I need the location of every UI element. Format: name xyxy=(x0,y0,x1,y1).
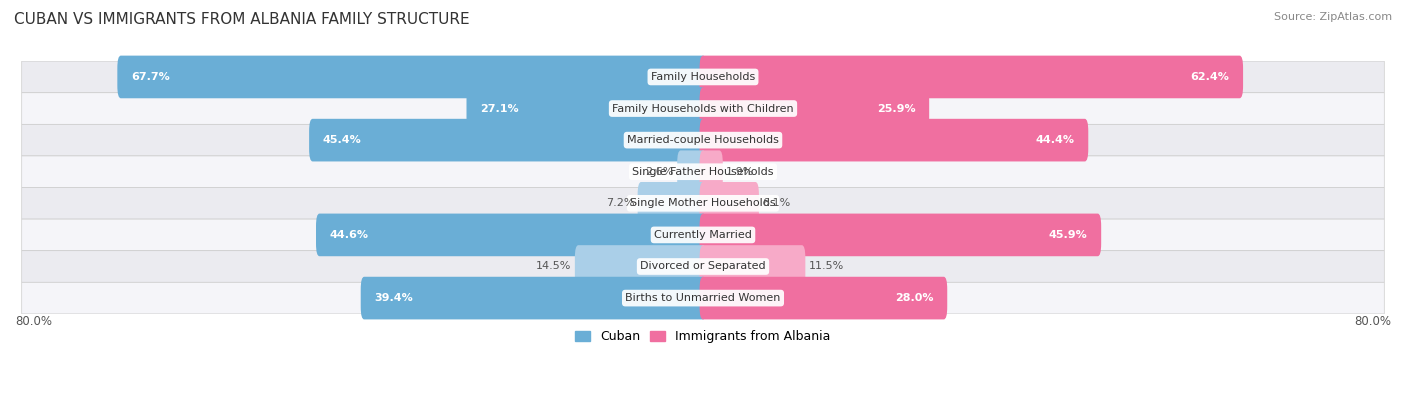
FancyBboxPatch shape xyxy=(700,87,929,130)
Text: CUBAN VS IMMIGRANTS FROM ALBANIA FAMILY STRUCTURE: CUBAN VS IMMIGRANTS FROM ALBANIA FAMILY … xyxy=(14,12,470,27)
FancyBboxPatch shape xyxy=(361,277,706,320)
FancyBboxPatch shape xyxy=(575,245,706,288)
FancyBboxPatch shape xyxy=(21,219,1385,251)
FancyBboxPatch shape xyxy=(21,282,1385,314)
FancyBboxPatch shape xyxy=(700,119,1088,162)
Text: 80.0%: 80.0% xyxy=(15,314,52,327)
FancyBboxPatch shape xyxy=(700,182,759,225)
Text: 39.4%: 39.4% xyxy=(374,293,413,303)
FancyBboxPatch shape xyxy=(309,119,706,162)
Text: 25.9%: 25.9% xyxy=(877,103,915,113)
Text: 80.0%: 80.0% xyxy=(1354,314,1391,327)
Text: Divorced or Separated: Divorced or Separated xyxy=(640,261,766,271)
FancyBboxPatch shape xyxy=(700,214,1101,256)
Text: 44.4%: 44.4% xyxy=(1036,135,1074,145)
Text: Family Households: Family Households xyxy=(651,72,755,82)
Text: 1.9%: 1.9% xyxy=(727,167,755,177)
FancyBboxPatch shape xyxy=(678,150,706,193)
Text: Family Households with Children: Family Households with Children xyxy=(612,103,794,113)
Text: Married-couple Households: Married-couple Households xyxy=(627,135,779,145)
FancyBboxPatch shape xyxy=(316,214,706,256)
Text: 6.1%: 6.1% xyxy=(762,198,790,208)
FancyBboxPatch shape xyxy=(21,251,1385,282)
FancyBboxPatch shape xyxy=(467,87,706,130)
Text: Single Mother Households: Single Mother Households xyxy=(630,198,776,208)
FancyBboxPatch shape xyxy=(638,182,706,225)
FancyBboxPatch shape xyxy=(700,245,806,288)
FancyBboxPatch shape xyxy=(700,150,723,193)
FancyBboxPatch shape xyxy=(21,124,1385,156)
FancyBboxPatch shape xyxy=(21,93,1385,124)
Text: 45.9%: 45.9% xyxy=(1049,230,1087,240)
FancyBboxPatch shape xyxy=(21,156,1385,188)
FancyBboxPatch shape xyxy=(700,56,1243,98)
FancyBboxPatch shape xyxy=(117,56,706,98)
Text: 7.2%: 7.2% xyxy=(606,198,634,208)
Text: 27.1%: 27.1% xyxy=(481,103,519,113)
Text: 11.5%: 11.5% xyxy=(808,261,844,271)
Text: Source: ZipAtlas.com: Source: ZipAtlas.com xyxy=(1274,12,1392,22)
FancyBboxPatch shape xyxy=(21,188,1385,219)
Legend: Cuban, Immigrants from Albania: Cuban, Immigrants from Albania xyxy=(571,325,835,348)
Text: 44.6%: 44.6% xyxy=(330,230,368,240)
Text: 67.7%: 67.7% xyxy=(131,72,170,82)
Text: 62.4%: 62.4% xyxy=(1191,72,1229,82)
FancyBboxPatch shape xyxy=(700,277,948,320)
Text: 2.6%: 2.6% xyxy=(645,167,673,177)
Text: 14.5%: 14.5% xyxy=(536,261,571,271)
Text: Currently Married: Currently Married xyxy=(654,230,752,240)
Text: 28.0%: 28.0% xyxy=(896,293,934,303)
Text: 45.4%: 45.4% xyxy=(323,135,361,145)
Text: Single Father Households: Single Father Households xyxy=(633,167,773,177)
Text: Births to Unmarried Women: Births to Unmarried Women xyxy=(626,293,780,303)
FancyBboxPatch shape xyxy=(21,61,1385,93)
